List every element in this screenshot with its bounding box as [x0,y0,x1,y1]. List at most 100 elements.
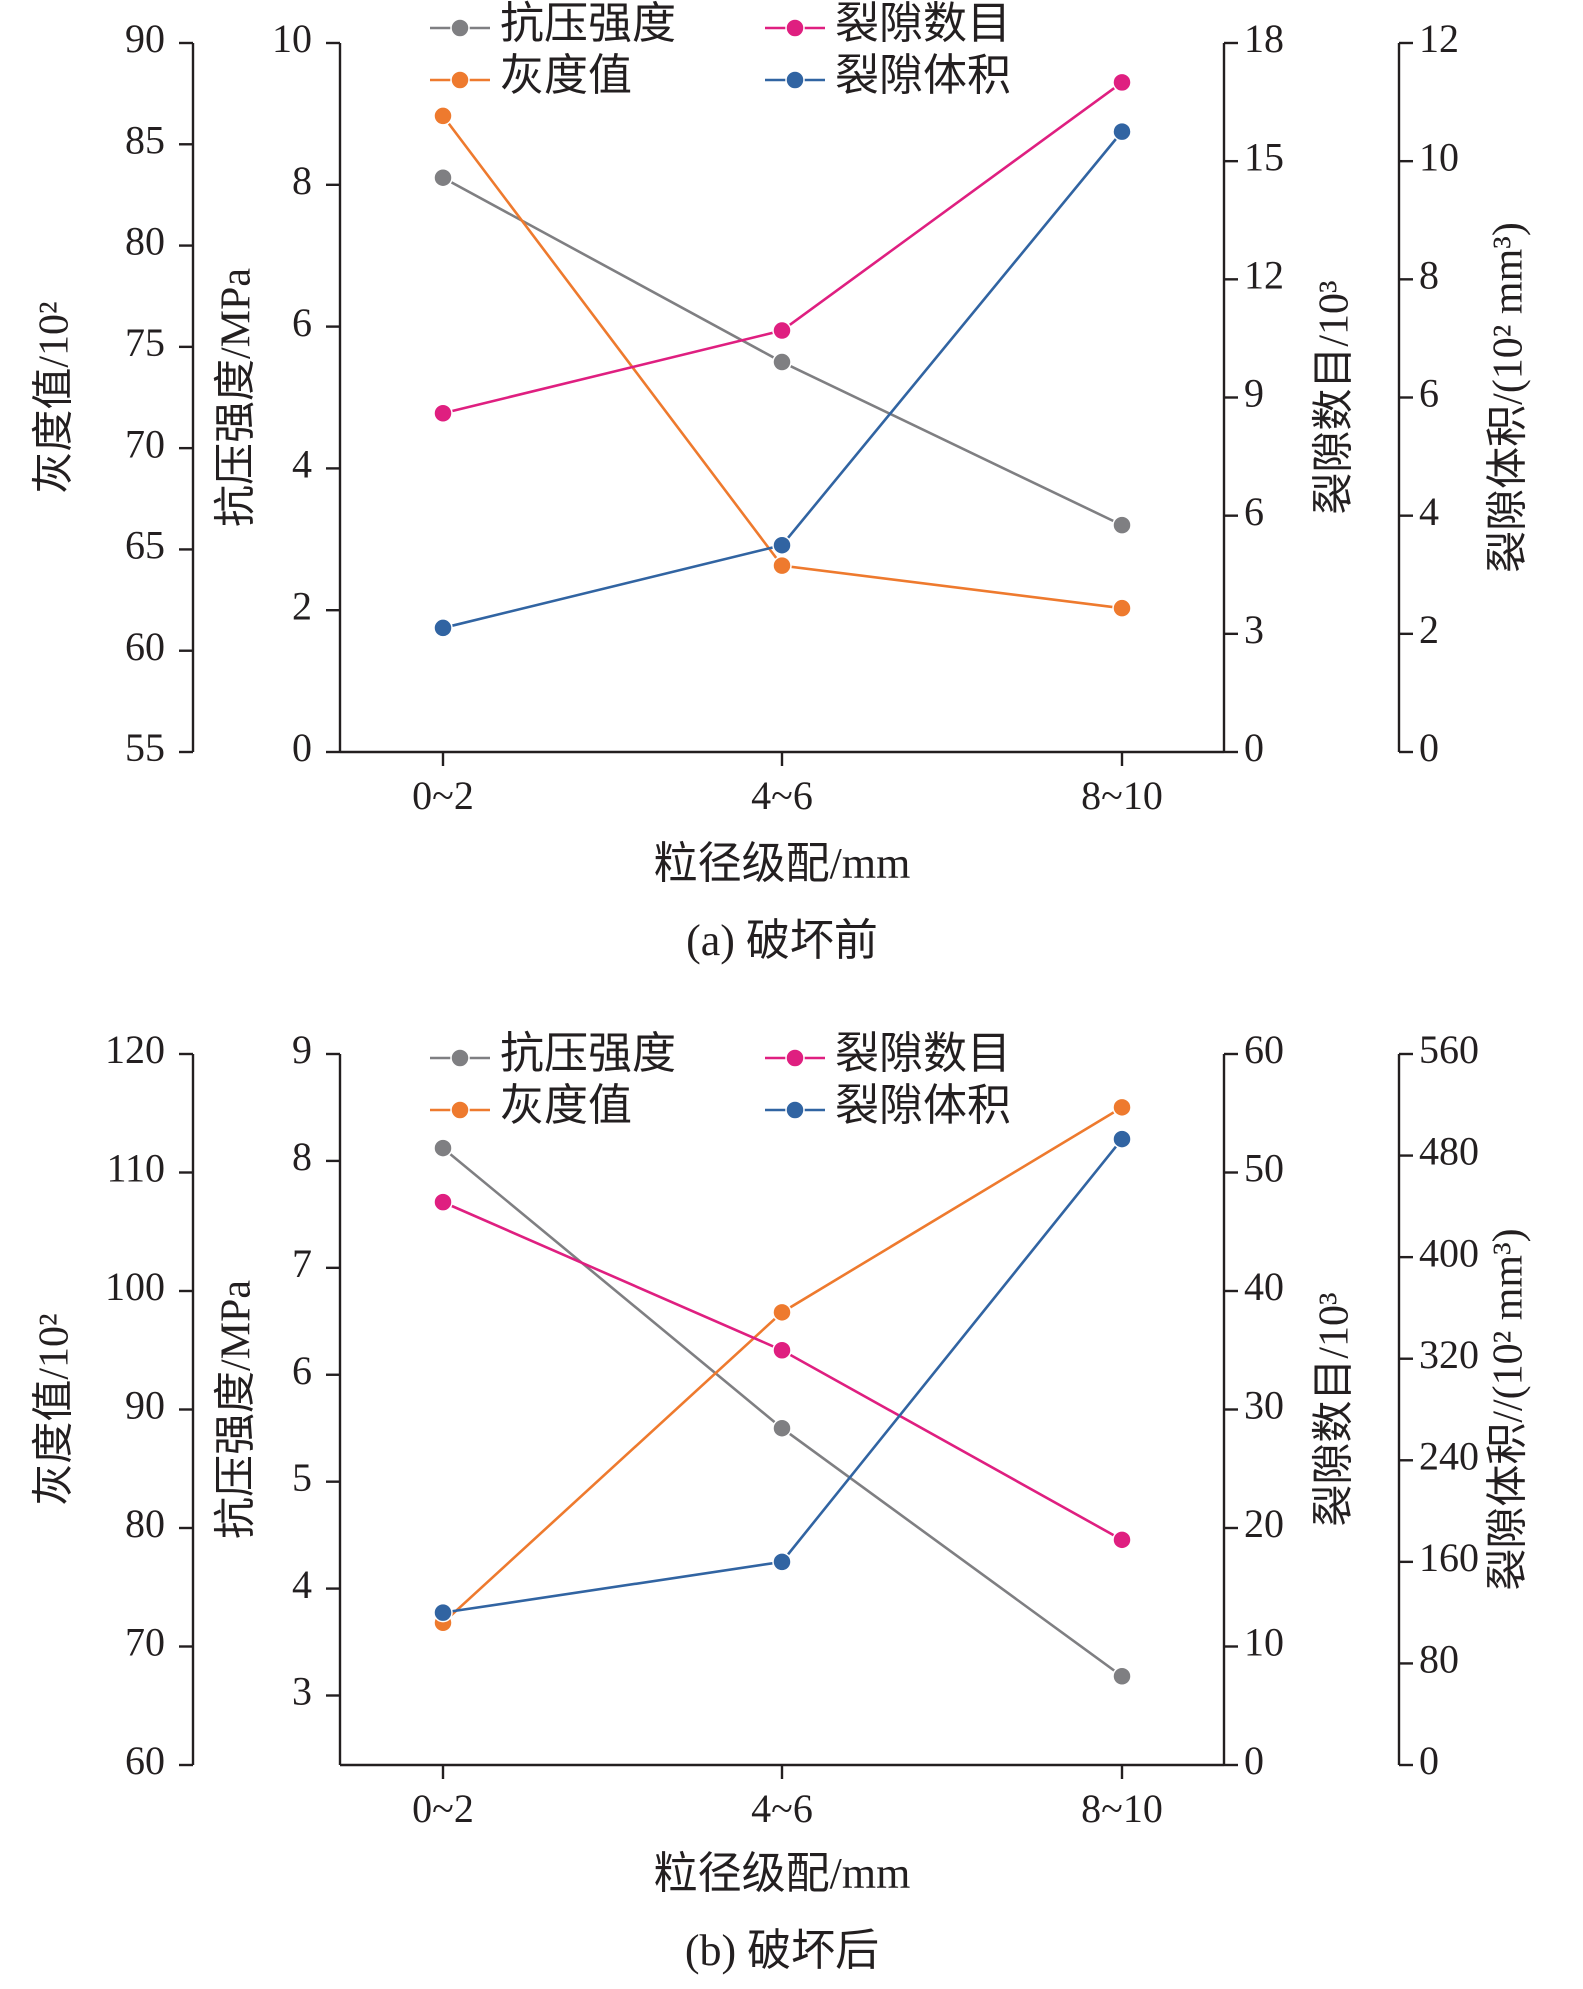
panel-caption: (b) 破坏后 [685,1926,879,1975]
data-point-gray [772,1302,792,1323]
legend-label: 裂隙数目 [835,1029,1011,1078]
legend-label: 裂隙数目 [835,0,1011,48]
gray-tick-label: 80 [125,219,165,264]
volume-tick-label: 480 [1419,1129,1479,1174]
strength-tick-label: 10 [272,16,312,61]
gray-tick-label: 55 [125,725,165,770]
gray-axis-title: 灰度值/10² [32,301,78,493]
gray-tick-label: 60 [125,624,165,669]
data-point-volume [1112,1129,1132,1149]
legend-label: 裂隙体积 [835,51,1011,100]
gray-tick-label: 90 [125,16,165,61]
legend-swatch-marker [785,70,805,90]
x-tick-label: 4~6 [751,1786,813,1831]
count-axis-title: 裂隙数目/10³ [1312,280,1358,514]
gray-tick-label: 75 [125,320,165,365]
gray-tick-label: 60 [125,1738,165,1783]
data-point-volume [772,1552,792,1572]
count-tick-label: 6 [1244,489,1264,534]
count-tick-label: 18 [1244,16,1284,61]
count-tick-label: 15 [1244,134,1284,179]
data-point-strength [772,352,792,372]
data-point-gray [1112,1097,1132,1118]
legend-swatch-marker [785,1048,805,1068]
volume-tick-label: 160 [1419,1535,1479,1580]
strength-tick-label: 8 [292,1134,312,1179]
x-tick-label: 4~6 [751,773,813,818]
legend-label: 灰度值 [500,1081,632,1130]
gray-axis-title: 灰度值/10² [32,1313,78,1505]
legend-swatch-marker [450,1048,470,1068]
count-tick-label: 0 [1244,725,1264,770]
gray-tick-label: 70 [125,421,165,466]
data-point-count [772,320,792,341]
legend-label: 抗压强度 [500,1029,676,1078]
volume-tick-label: 240 [1419,1433,1479,1478]
series-line-volume [442,1138,1124,1614]
legend-item: 灰度值 [430,51,632,100]
volume-tick-label: 80 [1419,1637,1459,1682]
data-point-gray [433,106,453,126]
volume-tick-label: 560 [1419,1027,1479,1072]
data-point-volume [772,535,792,555]
strength-tick-label: 7 [292,1241,312,1286]
x-tick-label: 8~10 [1081,773,1163,818]
legend-swatch-marker [785,18,805,38]
x-axis-title: 粒径级配/mm [654,839,911,888]
volume-tick-label: 10 [1419,134,1459,179]
data-point-strength [1112,515,1132,535]
legend-item: 裂隙数目 [765,0,1011,48]
count-tick-label: 20 [1244,1501,1284,1546]
strength-tick-label: 2 [292,583,312,628]
x-tick-label: 0~2 [412,1786,474,1831]
count-axis-title: 裂隙数目/10³ [1312,1292,1358,1526]
data-point-strength [1112,1666,1132,1687]
x-tick-label: 8~10 [1081,1786,1163,1831]
legend-item: 裂隙数目 [765,1029,1011,1078]
strength-axis-title: 抗压强度/MPa [213,268,260,527]
volume-axis-title: 裂隙体积/(10² mm³) [1486,222,1532,573]
gray-tick-label: 80 [125,1501,165,1546]
volume-tick-label: 0 [1419,725,1439,770]
count-tick-label: 60 [1244,1027,1284,1072]
data-point-volume [1112,121,1132,142]
gray-tick-label: 110 [106,1146,165,1191]
strength-tick-label: 0 [292,725,312,770]
series-line-count [442,1200,1123,1541]
strength-tick-label: 4 [292,442,312,487]
count-tick-label: 0 [1244,1738,1264,1783]
data-point-volume [433,618,453,638]
strength-tick-label: 8 [292,158,312,203]
legend-swatch-marker [450,18,470,38]
strength-tick-label: 3 [292,1669,312,1714]
data-point-count [1112,1530,1132,1550]
count-tick-label: 10 [1244,1620,1284,1665]
volume-tick-label: 400 [1419,1230,1479,1275]
gray-tick-label: 100 [105,1264,165,1309]
volume-tick-label: 0 [1419,1738,1439,1783]
gray-tick-label: 120 [105,1027,165,1072]
legend-label: 灰度值 [500,51,632,100]
data-point-count [433,403,453,424]
legend-item: 抗压强度 [430,0,676,48]
data-point-count [772,1340,792,1360]
volume-tick-label: 12 [1419,16,1459,61]
gray-tick-label: 65 [125,523,165,568]
legend-swatch-marker [450,1100,470,1120]
data-point-volume [433,1602,453,1623]
series-line-gray [442,1106,1123,1624]
count-tick-label: 3 [1244,607,1264,652]
strength-axis-title: 抗压强度/MPa [213,1280,260,1539]
panel-caption: (a) 破坏前 [686,916,878,965]
count-tick-label: 40 [1244,1264,1284,1309]
volume-tick-label: 2 [1419,607,1439,652]
volume-tick-label: 320 [1419,1332,1479,1377]
legend-item: 抗压强度 [430,1029,676,1078]
strength-tick-label: 6 [292,300,312,345]
data-point-gray [1112,598,1132,618]
count-tick-label: 30 [1244,1383,1284,1428]
legend-item: 裂隙体积 [765,51,1011,100]
chart-panel-b: 6070809010011012034567890102030405060080… [32,1027,1532,1975]
count-tick-label: 12 [1244,253,1284,298]
